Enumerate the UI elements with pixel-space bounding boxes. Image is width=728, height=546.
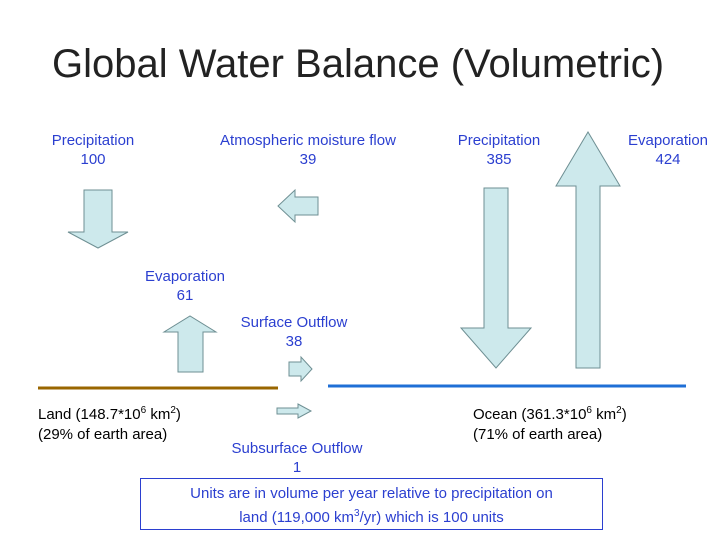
precip-ocean-name: Precipitation: [457, 132, 541, 149]
atm-flow-arrow-icon: [277, 188, 319, 224]
precip-land-arrow-icon: [67, 189, 129, 249]
land-area-close: ): [175, 406, 181, 423]
units-note-line1: Units are in volume per year relative to…: [190, 485, 553, 502]
ocean-area-prefix: Ocean (361.3*10: [473, 406, 587, 423]
units-note-line2-suffix: /yr) which is 100 units: [359, 509, 504, 526]
subsurface-outflow-label: Subsurface Outflow 1: [212, 439, 382, 477]
evap-land-arrow-icon: [162, 315, 218, 373]
evap-ocean-value: 424: [655, 151, 681, 168]
atm-flow-name: Atmospheric moisture flow: [220, 132, 396, 149]
page-title: Global Water Balance (Volumetric): [52, 42, 665, 86]
precip-ocean-label: Precipitation 385: [444, 131, 554, 169]
ocean-area-exp: 6: [586, 405, 592, 416]
ocean-label: Ocean (361.3*106 km2) (71% of earth area…: [473, 401, 627, 445]
ocean-area: Ocean (361.3*106 km2): [473, 401, 627, 425]
surface-outflow-arrow-icon: [288, 355, 313, 383]
evap-ocean-label: Evaporation 424: [618, 131, 718, 169]
units-note-line2: land (119,000 km3/yr) which is 100 units: [141, 504, 602, 528]
units-note-line2-exp: 3: [354, 508, 360, 519]
ocean-area-unit-exp: 2: [616, 405, 622, 416]
precip-land-label: Precipitation 100: [38, 131, 148, 169]
land-label: Land (148.7*106 km2) (29% of earth area): [38, 401, 181, 445]
surface-outflow-value: 38: [285, 333, 303, 350]
evap-ocean-arrow-icon: [555, 131, 621, 369]
evap-ocean-name: Evaporation: [627, 132, 709, 149]
atm-flow-value: 39: [299, 151, 317, 168]
evap-land-label: Evaporation 61: [130, 267, 240, 305]
atm-flow-label: Atmospheric moisture flow 39: [198, 131, 418, 169]
land-area-unit-exp: 2: [170, 405, 176, 416]
land-area-prefix: Land (148.7*10: [38, 406, 141, 423]
land-share: (29% of earth area): [38, 426, 168, 443]
precip-land-name: Precipitation: [51, 132, 135, 149]
subsurface-outflow-arrow-icon: [276, 403, 313, 419]
surface-outflow-name: Surface Outflow: [240, 314, 348, 331]
precip-land-value: 100: [80, 151, 106, 168]
evap-land-value: 61: [176, 287, 194, 304]
land-area: Land (148.7*106 km2): [38, 401, 181, 425]
evap-land-name: Evaporation: [144, 268, 226, 285]
ocean-area-close: ): [621, 406, 627, 423]
ocean-share: (71% of earth area): [473, 426, 603, 443]
subsurface-outflow-name: Subsurface Outflow: [231, 440, 363, 457]
units-note-box: Units are in volume per year relative to…: [140, 478, 603, 530]
surface-outflow-label: Surface Outflow 38: [224, 313, 364, 351]
ocean-area-unit: km: [591, 406, 617, 423]
precip-ocean-arrow-icon: [459, 187, 533, 369]
land-area-unit: km: [146, 406, 171, 423]
subsurface-outflow-value: 1: [292, 459, 302, 476]
precip-ocean-value: 385: [486, 151, 512, 168]
units-note-line2-prefix: land (119,000 km: [239, 509, 354, 526]
land-area-exp: 6: [140, 405, 147, 416]
